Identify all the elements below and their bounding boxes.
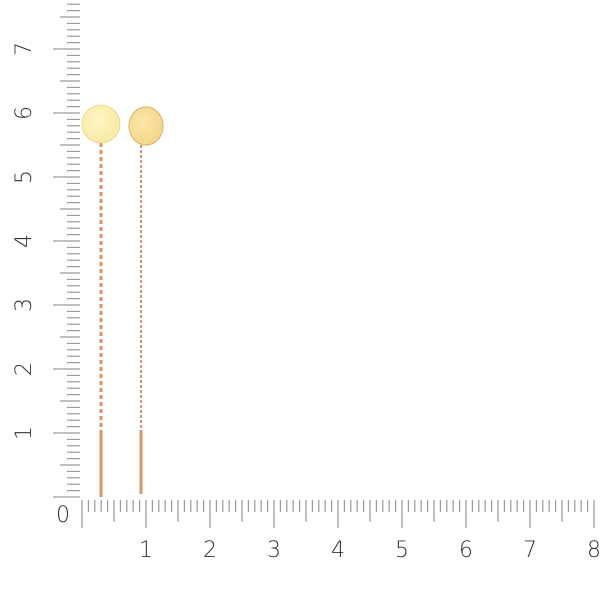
ruler-x-label: 1 — [139, 538, 153, 563]
ruler-y-label: 7 — [12, 42, 37, 56]
ruler-x-label: 5 — [395, 538, 409, 563]
ruler-y-label: 4 — [12, 234, 37, 248]
ruler-y-label: 3 — [12, 298, 37, 312]
ruler-y-label: 5 — [12, 170, 37, 184]
ruler-x-label: 6 — [459, 538, 473, 563]
disc-right — [128, 106, 164, 146]
ruler-x-label: 2 — [203, 538, 217, 563]
ruler-y-label: 6 — [12, 106, 37, 120]
ruler-x-label: 7 — [523, 538, 537, 563]
ruler-y-label: 1 — [12, 426, 37, 440]
ruler-x-label: 3 — [267, 538, 281, 563]
bar-drop — [139, 430, 143, 494]
ruler-x-label: 4 — [331, 538, 345, 563]
ruler-y-label: 2 — [12, 362, 37, 376]
bar-drop — [99, 432, 103, 497]
ruler-x-label: 8 — [587, 538, 600, 563]
disc-left — [81, 104, 121, 144]
ruler-origin-label: 0 — [56, 503, 70, 528]
